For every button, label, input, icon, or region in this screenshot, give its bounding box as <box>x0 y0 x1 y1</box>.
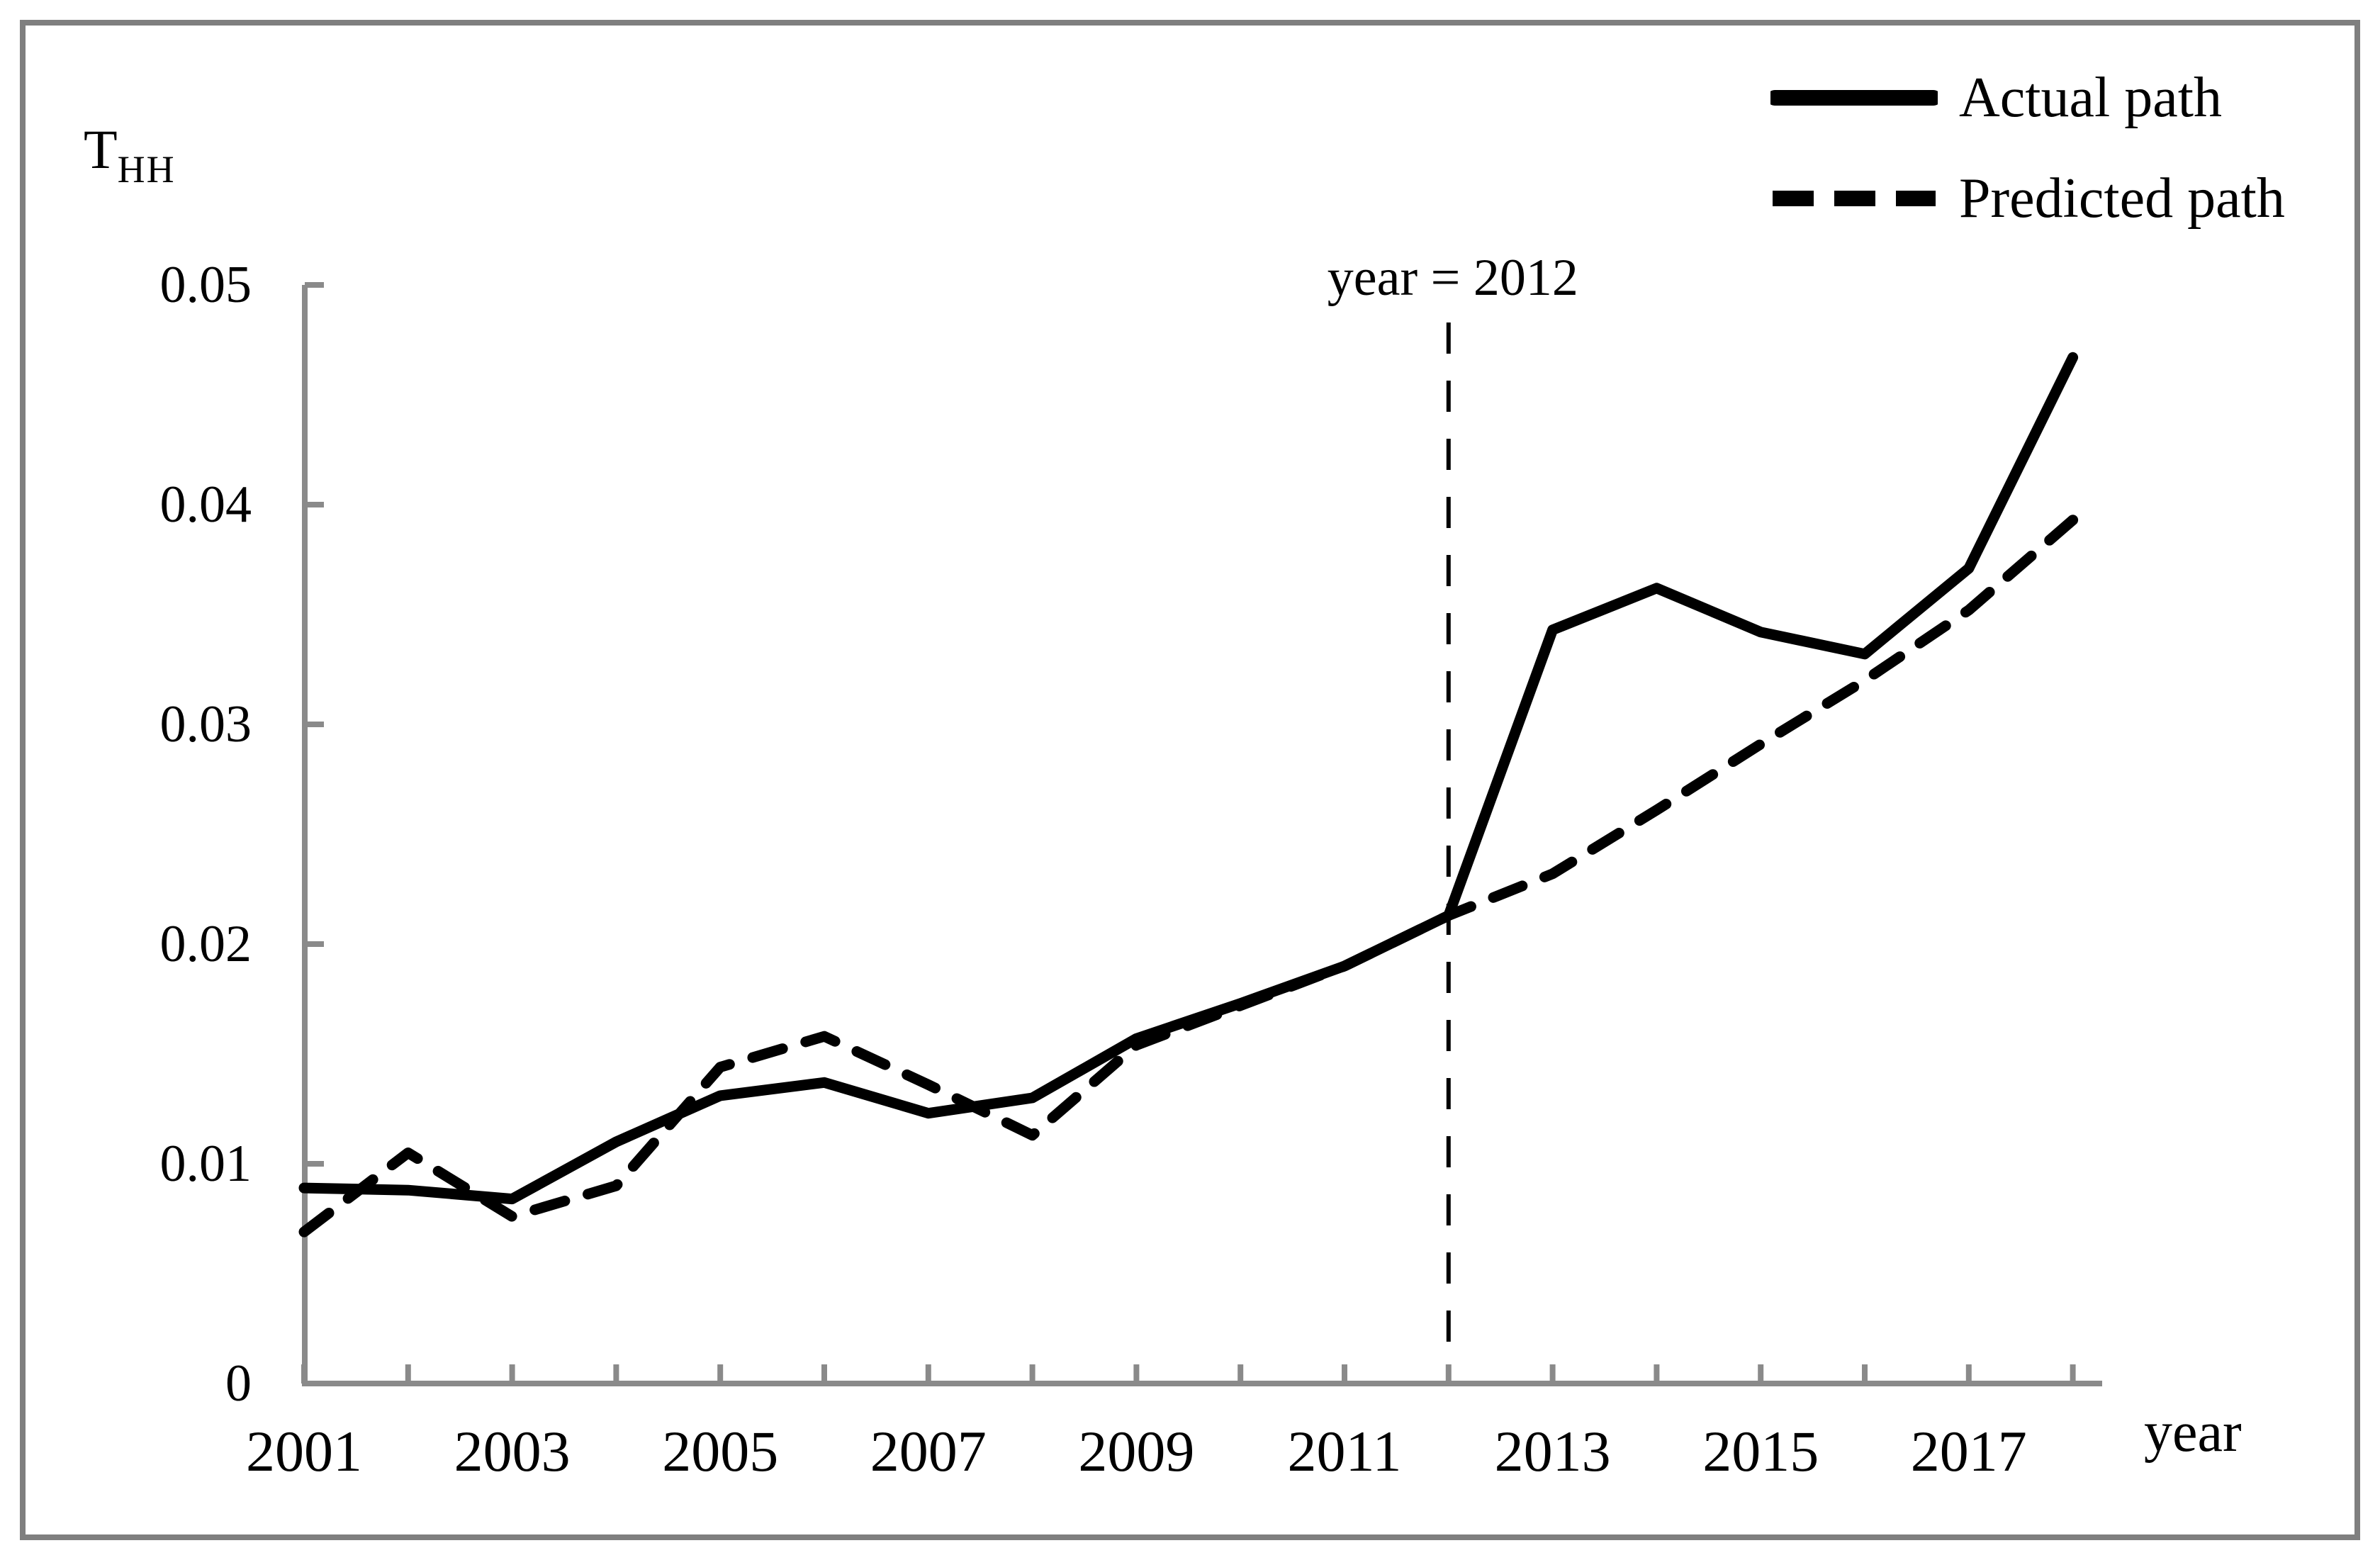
y-axis-title-subscript: HH <box>117 148 176 191</box>
x-tick-label: 2003 <box>454 1419 571 1483</box>
legend: Actual path Predicted path <box>1770 50 2285 247</box>
x-axis-title: year <box>2144 1401 2242 1464</box>
legend-row-predicted: Predicted path <box>1770 150 2285 247</box>
predicted-path-line-sample <box>1773 191 1936 206</box>
x-tick-label: 2015 <box>1702 1419 1819 1483</box>
annotation-year-2012: year = 2012 <box>1327 249 1578 307</box>
y-axis-title-base: T <box>84 118 118 180</box>
x-tick-label: 2007 <box>870 1419 987 1483</box>
actual-path-line-sample <box>1770 90 1938 106</box>
y-tick-label: 0.03 <box>159 695 252 753</box>
x-tick-label: 2017 <box>1910 1419 2027 1483</box>
x-tick-label: 2001 <box>246 1419 362 1483</box>
x-tick-label: 2005 <box>662 1419 779 1483</box>
y-tick-label: 0.01 <box>159 1135 252 1193</box>
y-axis-title: THH <box>84 122 176 189</box>
actual-path-line <box>298 352 2079 1205</box>
y-tick-label: 0.02 <box>159 915 252 973</box>
legend-row-actual: Actual path <box>1770 50 2285 146</box>
predicted-path-line <box>298 515 2079 1238</box>
legend-label-actual: Actual path <box>1959 66 2222 129</box>
x-tick-label: 2011 <box>1287 1419 1402 1483</box>
legend-label-predicted: Predicted path <box>1959 167 2285 230</box>
x-tick-label: 2013 <box>1494 1419 1611 1483</box>
y-tick-label: 0 <box>225 1354 252 1413</box>
figure-border <box>20 20 2360 1540</box>
y-tick-label: 0.04 <box>159 476 252 534</box>
y-tick-label: 0.05 <box>159 256 252 314</box>
x-tick-label: 2009 <box>1078 1419 1195 1483</box>
